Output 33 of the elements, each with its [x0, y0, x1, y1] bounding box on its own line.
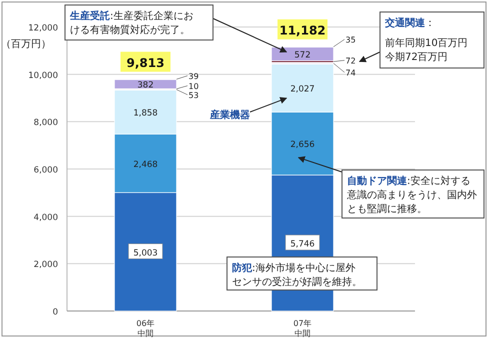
data-label: 5,003: [133, 248, 158, 258]
total-label: 9,813: [126, 56, 164, 70]
y-tick-label: 10,000: [28, 70, 58, 81]
annotation: 防犯:海外市場を中心に屋外センサの受注が好調を維持。: [232, 262, 362, 288]
data-label: 5,746: [290, 240, 315, 250]
y-tick-label: 12,000: [28, 24, 58, 34]
data-label: 53: [188, 90, 199, 100]
data-label: 2,027: [290, 84, 315, 95]
data-label: 2,656: [290, 140, 315, 150]
data-label: 35: [346, 35, 356, 44]
data-label: 74: [346, 68, 356, 78]
data-label: 2,468: [133, 160, 158, 170]
data-label: 39: [188, 72, 199, 81]
total-label: 11,182: [279, 23, 326, 38]
data-label: 382: [137, 80, 154, 91]
annotation: 前年同期10百万円: [385, 37, 468, 49]
annotation: 交通関連：: [384, 17, 435, 29]
data-label: 10: [188, 82, 199, 91]
data-label: 572: [294, 50, 311, 60]
annotation: 今期72百万円: [385, 51, 448, 63]
annotation: 産業機器: [209, 109, 250, 121]
y-axis-title: （百万円）: [1, 39, 51, 50]
data-label: 72: [346, 56, 356, 66]
y-tick-label: 0: [52, 308, 58, 318]
annotation: 自動ドア関連:安全に対する意識の高まりをうけ、国内外とも堅調に推移。: [346, 175, 477, 215]
y-tick-label: 2,000: [34, 260, 58, 270]
annotation: 生産受託:生産委託企業における有害物質対応が完了。: [69, 10, 194, 36]
x-tick-label: 07年中間: [293, 319, 312, 338]
x-tick-label: 06年中間: [136, 319, 155, 338]
y-tick-label: 6,000: [34, 166, 58, 176]
data-label: 1,858: [133, 108, 158, 119]
y-tick-label: 4,000: [34, 212, 58, 223]
y-tick-label: 8,000: [34, 118, 58, 128]
